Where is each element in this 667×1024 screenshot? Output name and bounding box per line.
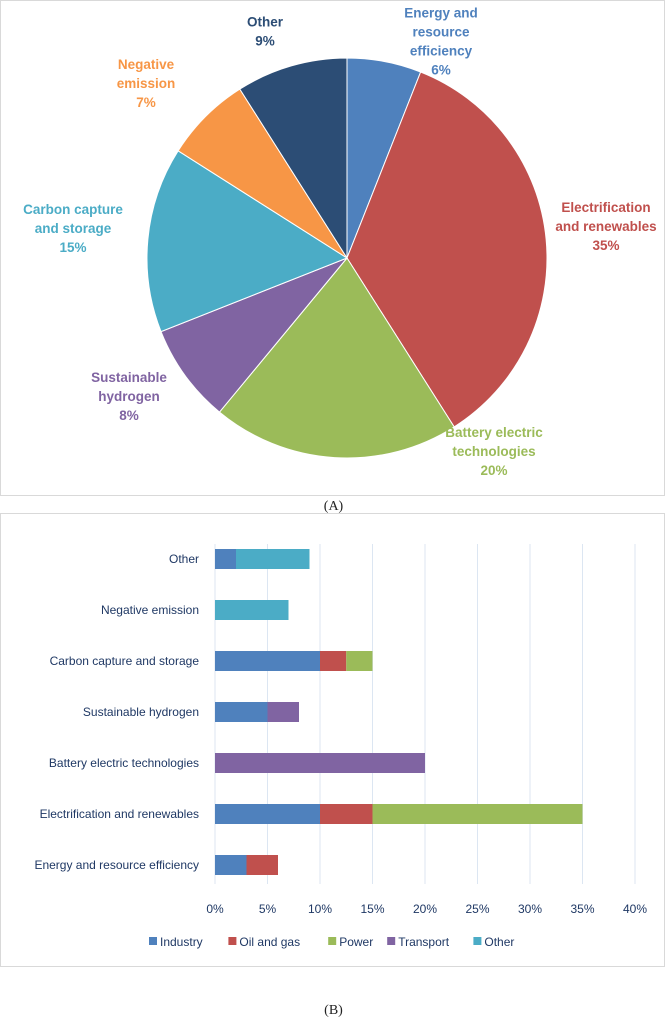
slice-label: and renewables [555,219,656,234]
slice-label: emission [117,76,176,91]
slice-label: efficiency [410,44,473,59]
pie-slice [160,257,348,413]
legend-label: Oil and gas [239,935,300,949]
bar-segment [215,702,268,722]
category-label: Carbon capture and storage [50,654,200,668]
bar-segment [215,804,320,824]
bar-panel: 0% 5% 10% 15% 20% 25% 30% 35% 40% Other Negative e… [0,513,665,967]
legend-label: Transport [398,935,450,949]
x-tick-label: 40% [623,902,647,916]
x-tick-label: 20% [413,902,437,916]
slice-label: Other [247,15,284,30]
slice-percent: 6% [431,63,451,78]
bar-chart: 0% 5% 10% 15% 20% 25% 30% 35% 40% Other Negative e… [34,544,647,949]
bar-segment [215,651,320,671]
bar-segment [215,753,425,773]
slice-label: hydrogen [98,389,160,404]
legend-swatch [387,937,396,945]
bar-segment [215,600,289,620]
slice-label: Battery electric [445,425,543,440]
x-tick-label: 0% [206,902,224,916]
x-tick-label: 10% [308,902,332,916]
bar-segment [215,855,247,875]
bar-segment [346,651,373,671]
slice-percent: 7% [136,95,156,110]
bar-segment [320,651,347,671]
pie-slice [346,71,548,428]
x-tick-label: 15% [360,902,384,916]
category-label: Energy and resource efficiency [34,858,199,872]
pie-slice [239,57,348,260]
slice-percent: 35% [592,238,619,253]
slice-percent: 8% [119,408,139,423]
category-label: Electrification and renewables [40,807,199,821]
x-tick-label: 35% [570,902,594,916]
slice-label: Carbon capture [23,202,123,217]
bar-segment [246,855,278,875]
legend-label: Industry [160,935,203,949]
pie-slice [146,150,349,333]
category-label: Sustainable hydrogen [83,705,199,719]
slice-label: Negative [118,57,175,72]
category-label: Negative emission [101,603,199,617]
x-tick-label: 30% [518,902,542,916]
slice-label: resource [412,25,470,40]
legend-swatch [328,937,337,945]
slice-percent: 15% [59,240,86,255]
x-tick-label: 25% [465,902,489,916]
pie-slice [218,257,455,459]
slice-label: Sustainable [91,370,167,385]
slice-label: and storage [35,221,112,236]
caption-b: (B) [324,1003,343,1018]
slice-percent: 9% [255,34,275,49]
slice-label: Energy and [404,6,478,21]
slice-label: technologies [452,444,535,459]
category-label: Other [169,552,199,566]
legend-label: Other [484,935,514,949]
slice-percent: 20% [480,463,507,478]
bar-segment [236,549,310,569]
legend-label: Power [339,935,373,949]
bar-segment [372,804,583,824]
bar-segment [320,804,373,824]
bar-segment [267,702,299,722]
caption-a: (A) [323,499,344,514]
legend-swatch [228,937,237,945]
pie-panel: Energy and resource efficiency 6% Electrific… [0,0,665,496]
x-tick-label: 5% [259,902,277,916]
legend-swatch [473,937,482,945]
category-label: Battery electric technologies [49,756,199,770]
pie-chart: Energy and resource efficiency 6% Electrific… [23,6,657,479]
legend-swatch [149,937,157,945]
slice-label: Electrification [561,200,650,215]
bar-segment [215,549,236,569]
